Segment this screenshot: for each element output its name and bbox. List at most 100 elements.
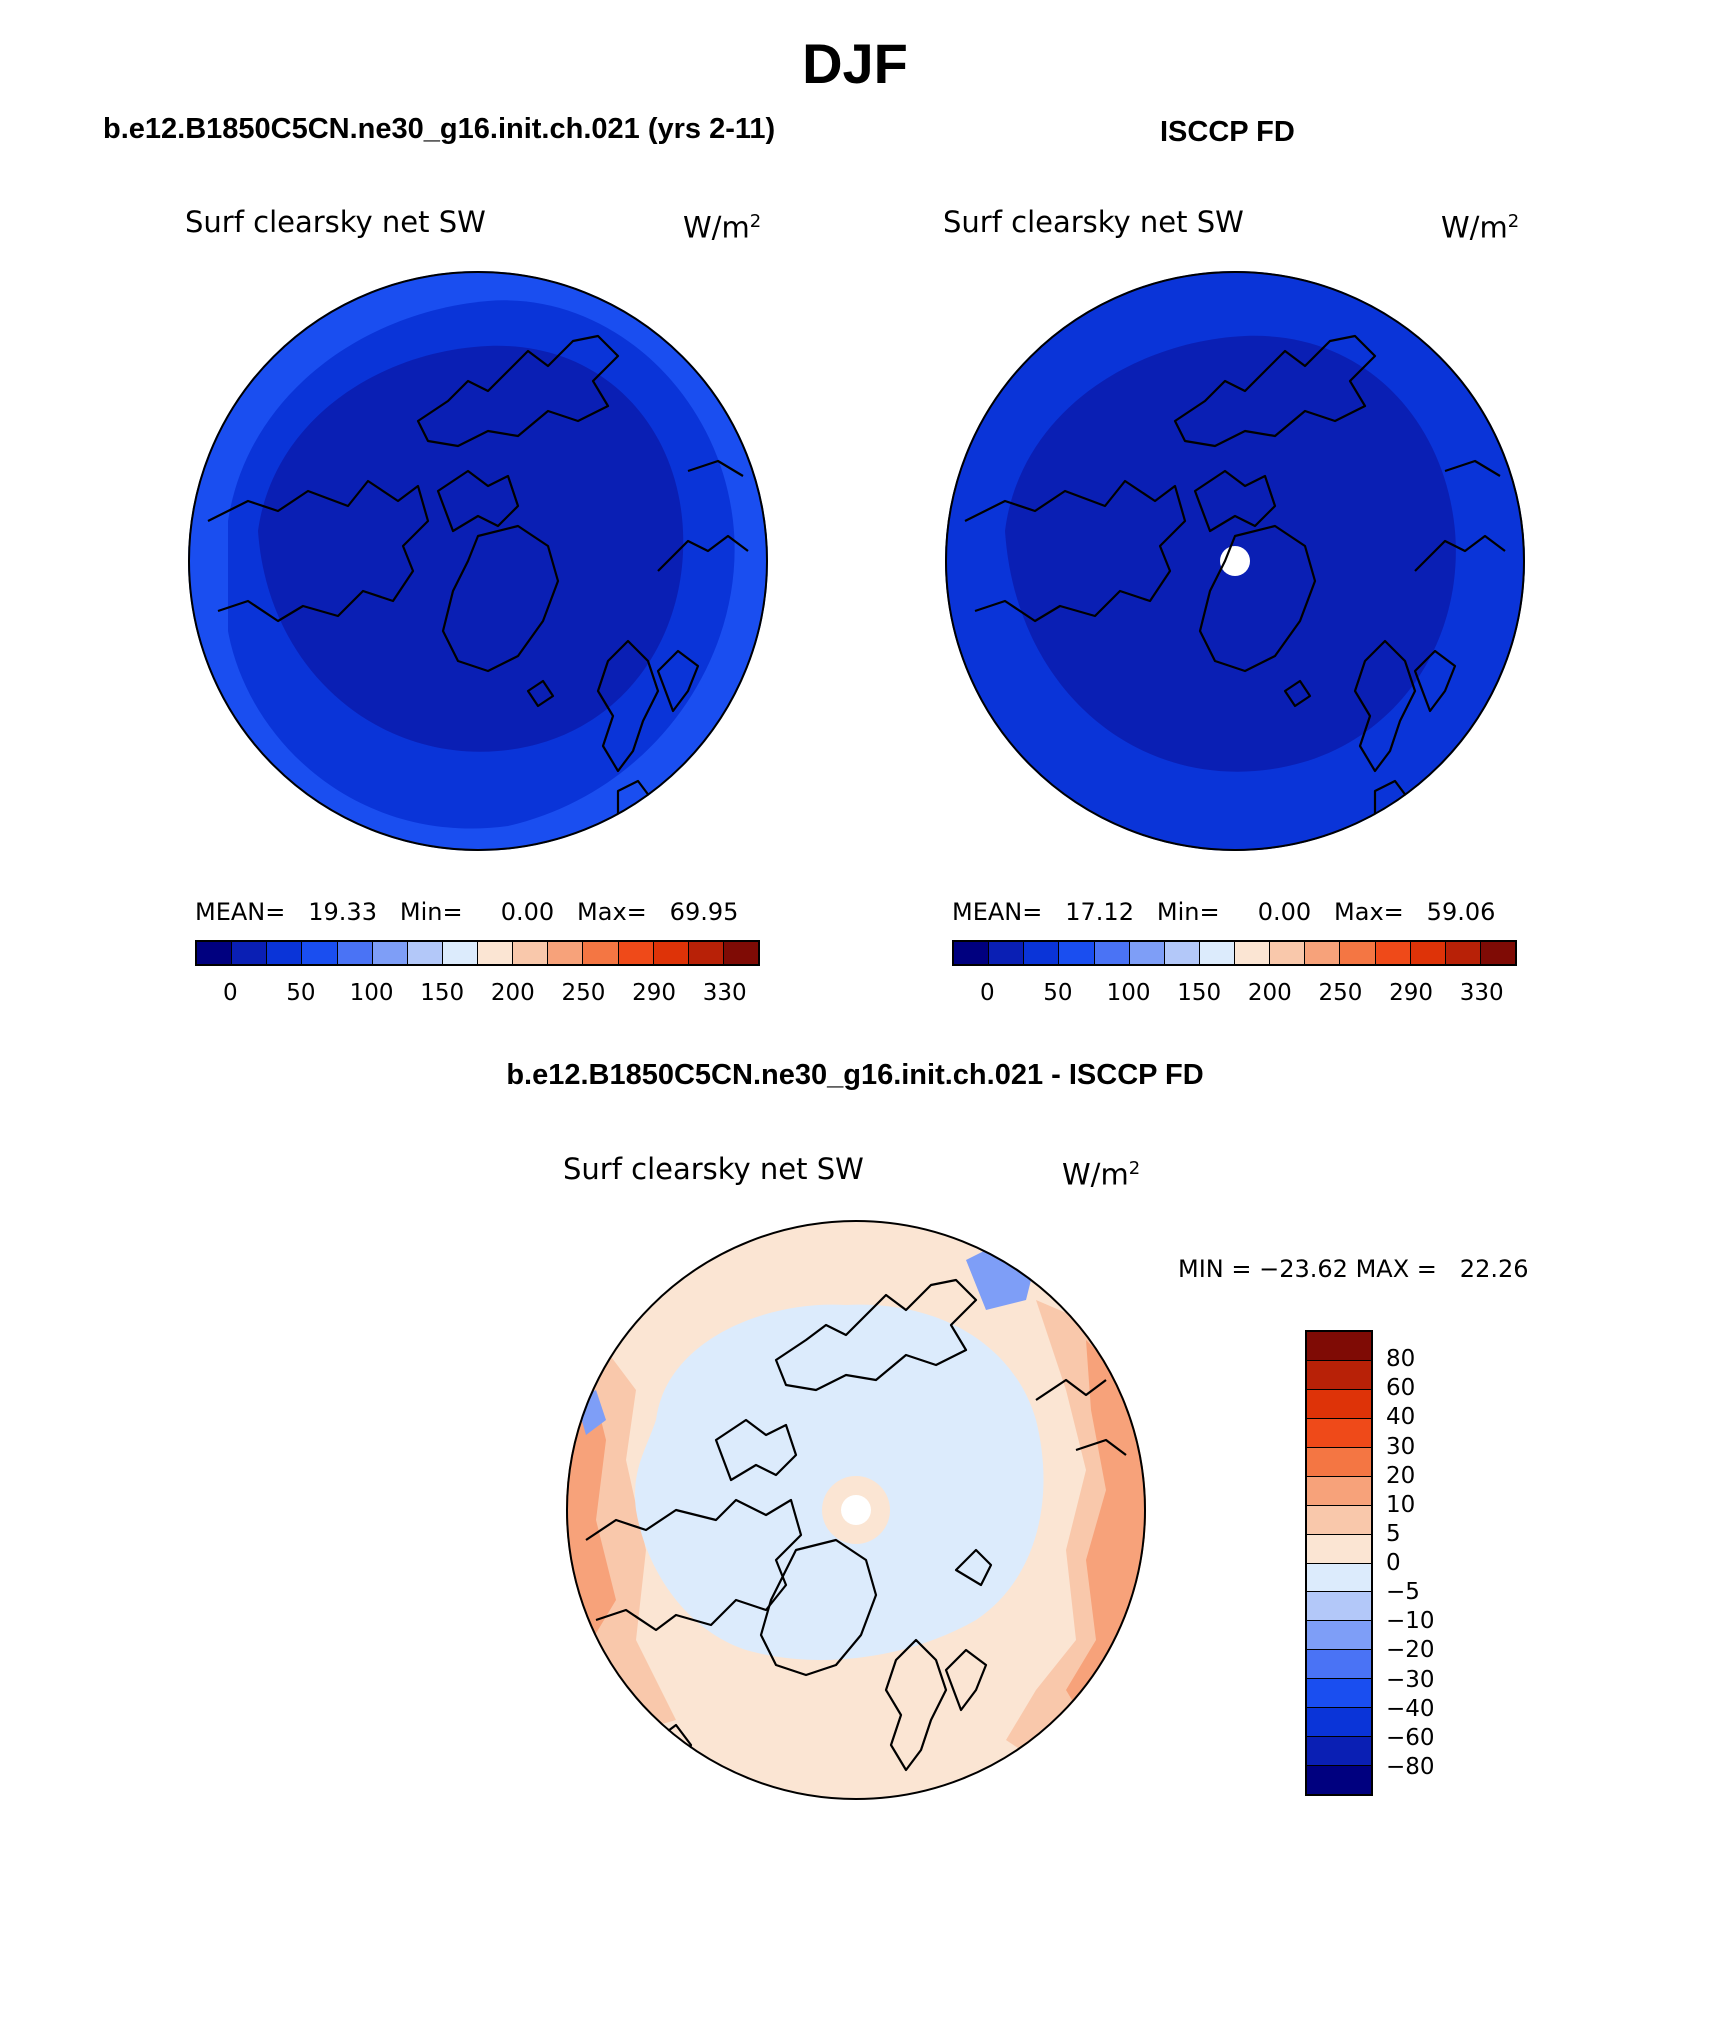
model-case-title: b.e12.B1850C5CN.ne30_g16.init.ch.021 (yr… [103,113,776,145]
colorbar-label: 0 [222,980,238,1006]
obs-polar-map [945,271,1525,851]
colorbar-label: 290 [1389,980,1434,1006]
colorbar-box-7 [1199,942,1235,964]
missing-pole [841,1495,871,1525]
colorbar-label: 250 [561,980,606,1006]
right-colorbar [952,940,1517,966]
colorbar-box-0 [954,942,990,964]
obs-case-title: ISCCP FD [1160,116,1295,148]
left-colorbar-labels: 0 50 100 150 200 250 290 330 [195,980,760,1006]
orange-hot-left [566,1380,616,1650]
colorbar-label: 330 [1459,980,1504,1006]
diff-colorbar-labels: 80 60 40 30 20 10 5 0 −5 −10 −20 −30 −40 −60 −80 [1386,1330,1466,1796]
colorbar-box-1 [989,942,1025,964]
right-colorbar-labels: 0 50 100 150 200 250 290 330 [952,980,1517,1006]
left-colorbar [195,940,760,966]
colorbar-label: −60 [1386,1724,1435,1751]
colorbar-box-1 [1307,1360,1371,1390]
colorbar-box-13 [1410,942,1446,964]
colorbar-label: 150 [420,980,465,1006]
colorbar-box-13 [1307,1708,1371,1738]
colorbar-label: −20 [1386,1637,1435,1664]
colorbar-box-5 [1129,942,1165,964]
colorbar-label: 60 [1386,1375,1416,1402]
colorbar-label: −5 [1386,1579,1420,1606]
colorbar-box-3 [302,942,338,964]
colorbar-label: 20 [1386,1462,1416,1489]
colorbar-box-3 [1059,942,1095,964]
colorbar-box-10 [548,942,584,964]
diff-polar-map [566,1220,1146,1800]
diff-variable-label: Surf clearsky net SW [563,1152,864,1186]
colorbar-box-15 [1307,1766,1371,1794]
diff-units-label: W/m2 [1062,1157,1141,1192]
colorbar-label: 150 [1177,980,1222,1006]
colorbar-box-10 [1305,942,1341,964]
colorbar-box-11 [1340,942,1376,964]
colorbar-label: 100 [349,980,394,1006]
right-variable-label: Surf clearsky net SW [943,205,1244,239]
diff-stats: MIN = −23.62 MAX = 22.26 [1178,1255,1529,1283]
colorbar-box-12 [1375,942,1411,964]
colorbar-box-9 [513,942,549,964]
colorbar-box-14 [688,942,724,964]
colorbar-label: 80 [1386,1346,1416,1373]
colorbar-box-13 [653,942,689,964]
colorbar-box-2 [1307,1389,1371,1419]
colorbar-box-11 [583,942,619,964]
model-polar-map [188,271,768,851]
coastlines [964,334,1506,843]
colorbar-label: −30 [1386,1666,1435,1693]
colorbar-label: 10 [1386,1491,1416,1518]
colorbar-box-15 [1480,942,1515,964]
colorbar-label: 50 [1043,980,1073,1006]
left-stats: MEAN= 19.33 Min= 0.00 Max= 69.95 [195,898,739,926]
colorbar-box-9 [1307,1592,1371,1622]
main-title: DJF [802,32,908,95]
colorbar-label: −80 [1386,1753,1435,1780]
colorbar-box-4 [1094,942,1130,964]
colorbar-label: 5 [1386,1520,1401,1547]
colorbar-box-14 [1445,942,1481,964]
colorbar-box-6 [1307,1505,1371,1535]
colorbar-label: 40 [1386,1404,1416,1431]
colorbar-box-7 [1307,1534,1371,1564]
colorbar-label: 200 [490,980,535,1006]
colorbar-box-5 [1307,1476,1371,1506]
polar-core [258,345,684,752]
colorbar-box-8 [1307,1563,1371,1593]
colorbar-label: −40 [1386,1695,1435,1722]
colorbar-box-0 [1307,1332,1371,1361]
colorbar-box-12 [1307,1679,1371,1709]
diff-case-title: b.e12.B1850C5CN.ne30_g16.init.ch.021 - I… [506,1059,1204,1091]
colorbar-box-6 [1164,942,1200,964]
colorbar-box-4 [337,942,373,964]
colorbar-box-7 [442,942,478,964]
colorbar-box-6 [407,942,443,964]
colorbar-label: 100 [1106,980,1151,1006]
colorbar-box-12 [618,942,654,964]
colorbar-box-15 [723,942,758,964]
colorbar-label: 0 [979,980,995,1006]
colorbar-box-8 [478,942,514,964]
colorbar-label: 50 [286,980,316,1006]
colorbar-box-4 [1307,1447,1371,1477]
colorbar-box-5 [372,942,408,964]
colorbar-label: −10 [1386,1608,1435,1635]
colorbar-box-14 [1307,1737,1371,1767]
right-stats: MEAN= 17.12 Min= 0.00 Max= 59.06 [952,898,1496,926]
colorbar-box-1 [232,942,268,964]
colorbar-box-3 [1307,1418,1371,1448]
colorbar-box-2 [1024,942,1060,964]
colorbar-box-11 [1307,1650,1371,1680]
colorbar-box-9 [1270,942,1306,964]
colorbar-box-8 [1235,942,1271,964]
colorbar-box-2 [267,942,303,964]
colorbar-label: 290 [632,980,677,1006]
left-units-label: W/m2 [683,210,762,245]
left-variable-label: Surf clearsky net SW [185,205,486,239]
colorbar-label: 200 [1247,980,1292,1006]
colorbar-label: 0 [1386,1550,1401,1576]
diff-colorbar [1305,1330,1373,1796]
colorbar-label: 250 [1318,980,1363,1006]
